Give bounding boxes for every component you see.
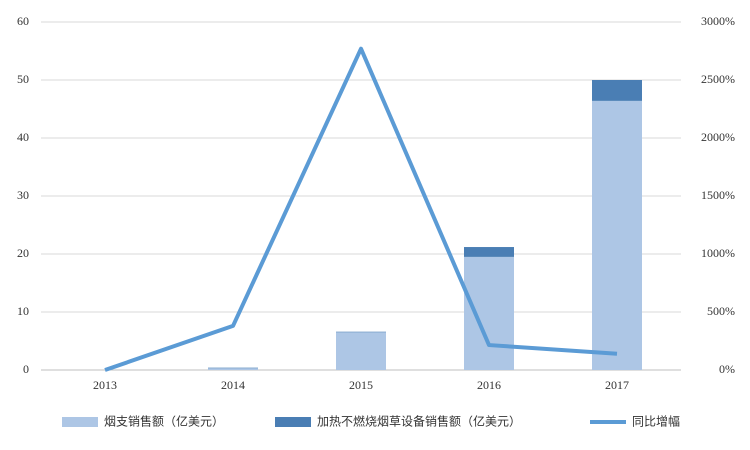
bar-segment	[592, 100, 642, 370]
x-tick-label: 2015	[349, 378, 373, 392]
x-tick-label: 2016	[477, 378, 501, 392]
y-tick-label: 30	[17, 188, 29, 202]
y-tick-label: 20	[17, 246, 29, 260]
legend-swatch	[275, 417, 311, 427]
bar-segment	[464, 256, 514, 370]
y2-tick-label: 1500%	[701, 188, 735, 202]
y-tick-label: 0	[23, 362, 29, 376]
legend-label: 烟支销售额（亿美元）	[104, 414, 224, 429]
bar-segment	[208, 367, 258, 369]
legend-swatch	[62, 417, 98, 427]
bar-segment	[336, 332, 386, 370]
bar-segment	[592, 80, 642, 101]
y2-tick-label: 2000%	[701, 130, 735, 144]
legend-label: 加热不燃烧烟草设备销售额（亿美元）	[317, 414, 521, 429]
x-tick-label: 2013	[93, 378, 117, 392]
y2-tick-label: 0%	[719, 362, 735, 376]
y2-tick-label: 2500%	[701, 72, 735, 86]
x-tick-label: 2014	[221, 378, 245, 392]
y2-tick-label: 500%	[707, 304, 735, 318]
y-tick-label: 10	[17, 304, 29, 318]
line-series	[104, 46, 618, 372]
bar-segment	[336, 331, 386, 333]
y2-tick-label: 1000%	[701, 246, 735, 260]
legend-label: 同比增幅	[632, 414, 680, 429]
y-tick-label: 40	[17, 130, 29, 144]
y2-tick-label: 3000%	[701, 14, 735, 28]
x-tick-label: 2017	[605, 378, 629, 392]
bar-segment	[464, 247, 514, 257]
y-tick-label: 50	[17, 72, 29, 86]
y-tick-label: 60	[17, 14, 29, 28]
bar-segment	[208, 368, 258, 370]
